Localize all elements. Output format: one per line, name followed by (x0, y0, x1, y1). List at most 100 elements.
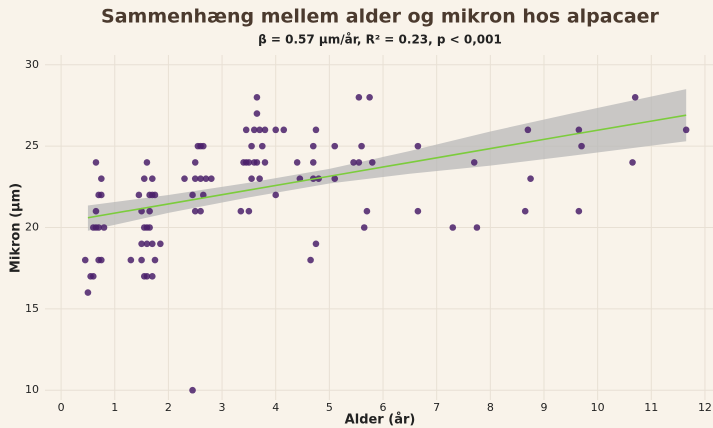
point (189, 386, 196, 394)
x-tick-label: 5 (326, 401, 333, 414)
point (470, 159, 478, 166)
x-tick-label: 4 (272, 401, 279, 414)
y-axis-label: Mikron (µm) (9, 183, 24, 273)
point (199, 191, 207, 199)
y-tick-label: 10 (25, 383, 39, 396)
point (259, 142, 266, 150)
point (181, 175, 188, 182)
point (575, 207, 583, 215)
point (92, 207, 100, 215)
x-tick-label: 8 (487, 401, 494, 414)
point (237, 207, 245, 215)
point (149, 240, 156, 248)
point (143, 273, 151, 280)
point (245, 207, 253, 215)
point (98, 175, 105, 182)
point (248, 175, 255, 182)
point (245, 159, 253, 166)
point (208, 175, 215, 182)
point (629, 159, 636, 166)
chart-title: Sammenhæng mellem alder og mikron hos al… (101, 6, 660, 28)
point (191, 175, 199, 182)
point (253, 94, 261, 101)
x-tick-label: 10 (591, 401, 605, 414)
point (578, 142, 585, 150)
point (355, 94, 363, 101)
point (89, 273, 97, 280)
x-tick-label: 2 (165, 401, 172, 414)
point (272, 191, 280, 199)
y-tick-label: 30 (25, 58, 39, 71)
point (449, 224, 457, 231)
point (149, 273, 156, 280)
point (414, 142, 422, 150)
point (143, 240, 151, 248)
point (253, 159, 261, 166)
x-tick-label: 6 (380, 401, 387, 414)
point (127, 256, 135, 264)
point (151, 191, 159, 199)
point (682, 126, 690, 134)
point (138, 256, 145, 264)
point (138, 240, 145, 248)
point (473, 224, 481, 231)
y-tick-label: 25 (25, 139, 39, 152)
point (197, 207, 204, 215)
point (368, 159, 376, 166)
point (100, 224, 108, 231)
x-axis-label: Alder (år) (345, 413, 416, 428)
point (280, 126, 288, 134)
point (84, 289, 92, 296)
point (631, 94, 639, 101)
point (140, 175, 148, 182)
point (414, 207, 422, 215)
point (92, 159, 100, 166)
point (358, 142, 365, 150)
y-tick-label: 15 (25, 302, 39, 315)
x-tick-label: 7 (433, 401, 440, 414)
point (151, 256, 159, 264)
point (146, 207, 153, 215)
point (146, 224, 153, 231)
point (95, 224, 102, 231)
point (149, 175, 156, 182)
point (350, 159, 357, 166)
x-tick-label: 1 (111, 401, 118, 414)
point (256, 126, 263, 134)
point (191, 207, 199, 215)
point (248, 142, 255, 150)
point (98, 191, 105, 199)
point (363, 207, 371, 215)
point (135, 191, 143, 199)
point (189, 191, 196, 199)
point (309, 142, 317, 150)
point (331, 142, 339, 150)
point (272, 126, 280, 134)
point (307, 256, 314, 264)
point (202, 175, 210, 182)
point (253, 110, 261, 117)
point (355, 159, 363, 166)
point (157, 240, 164, 248)
x-tick-label: 0 (58, 401, 65, 414)
chart-subtitle: β = 0.57 µm/år, R² = 0.23, p < 0,001 (258, 33, 502, 47)
point (261, 159, 269, 166)
point (293, 159, 301, 166)
x-tick-label: 3 (219, 401, 226, 414)
x-tick-label: 12 (698, 401, 712, 414)
y-tick-label: 20 (25, 221, 39, 234)
point (331, 175, 339, 182)
point (143, 159, 151, 166)
point (309, 159, 317, 166)
point (312, 126, 320, 134)
point (197, 175, 204, 182)
point (366, 94, 373, 101)
x-tick-label: 11 (644, 401, 658, 414)
x-tick-label: 9 (540, 401, 547, 414)
confidence-band (87, 89, 687, 231)
point (199, 142, 207, 150)
point (242, 126, 250, 134)
point (524, 126, 532, 134)
point (360, 224, 368, 231)
